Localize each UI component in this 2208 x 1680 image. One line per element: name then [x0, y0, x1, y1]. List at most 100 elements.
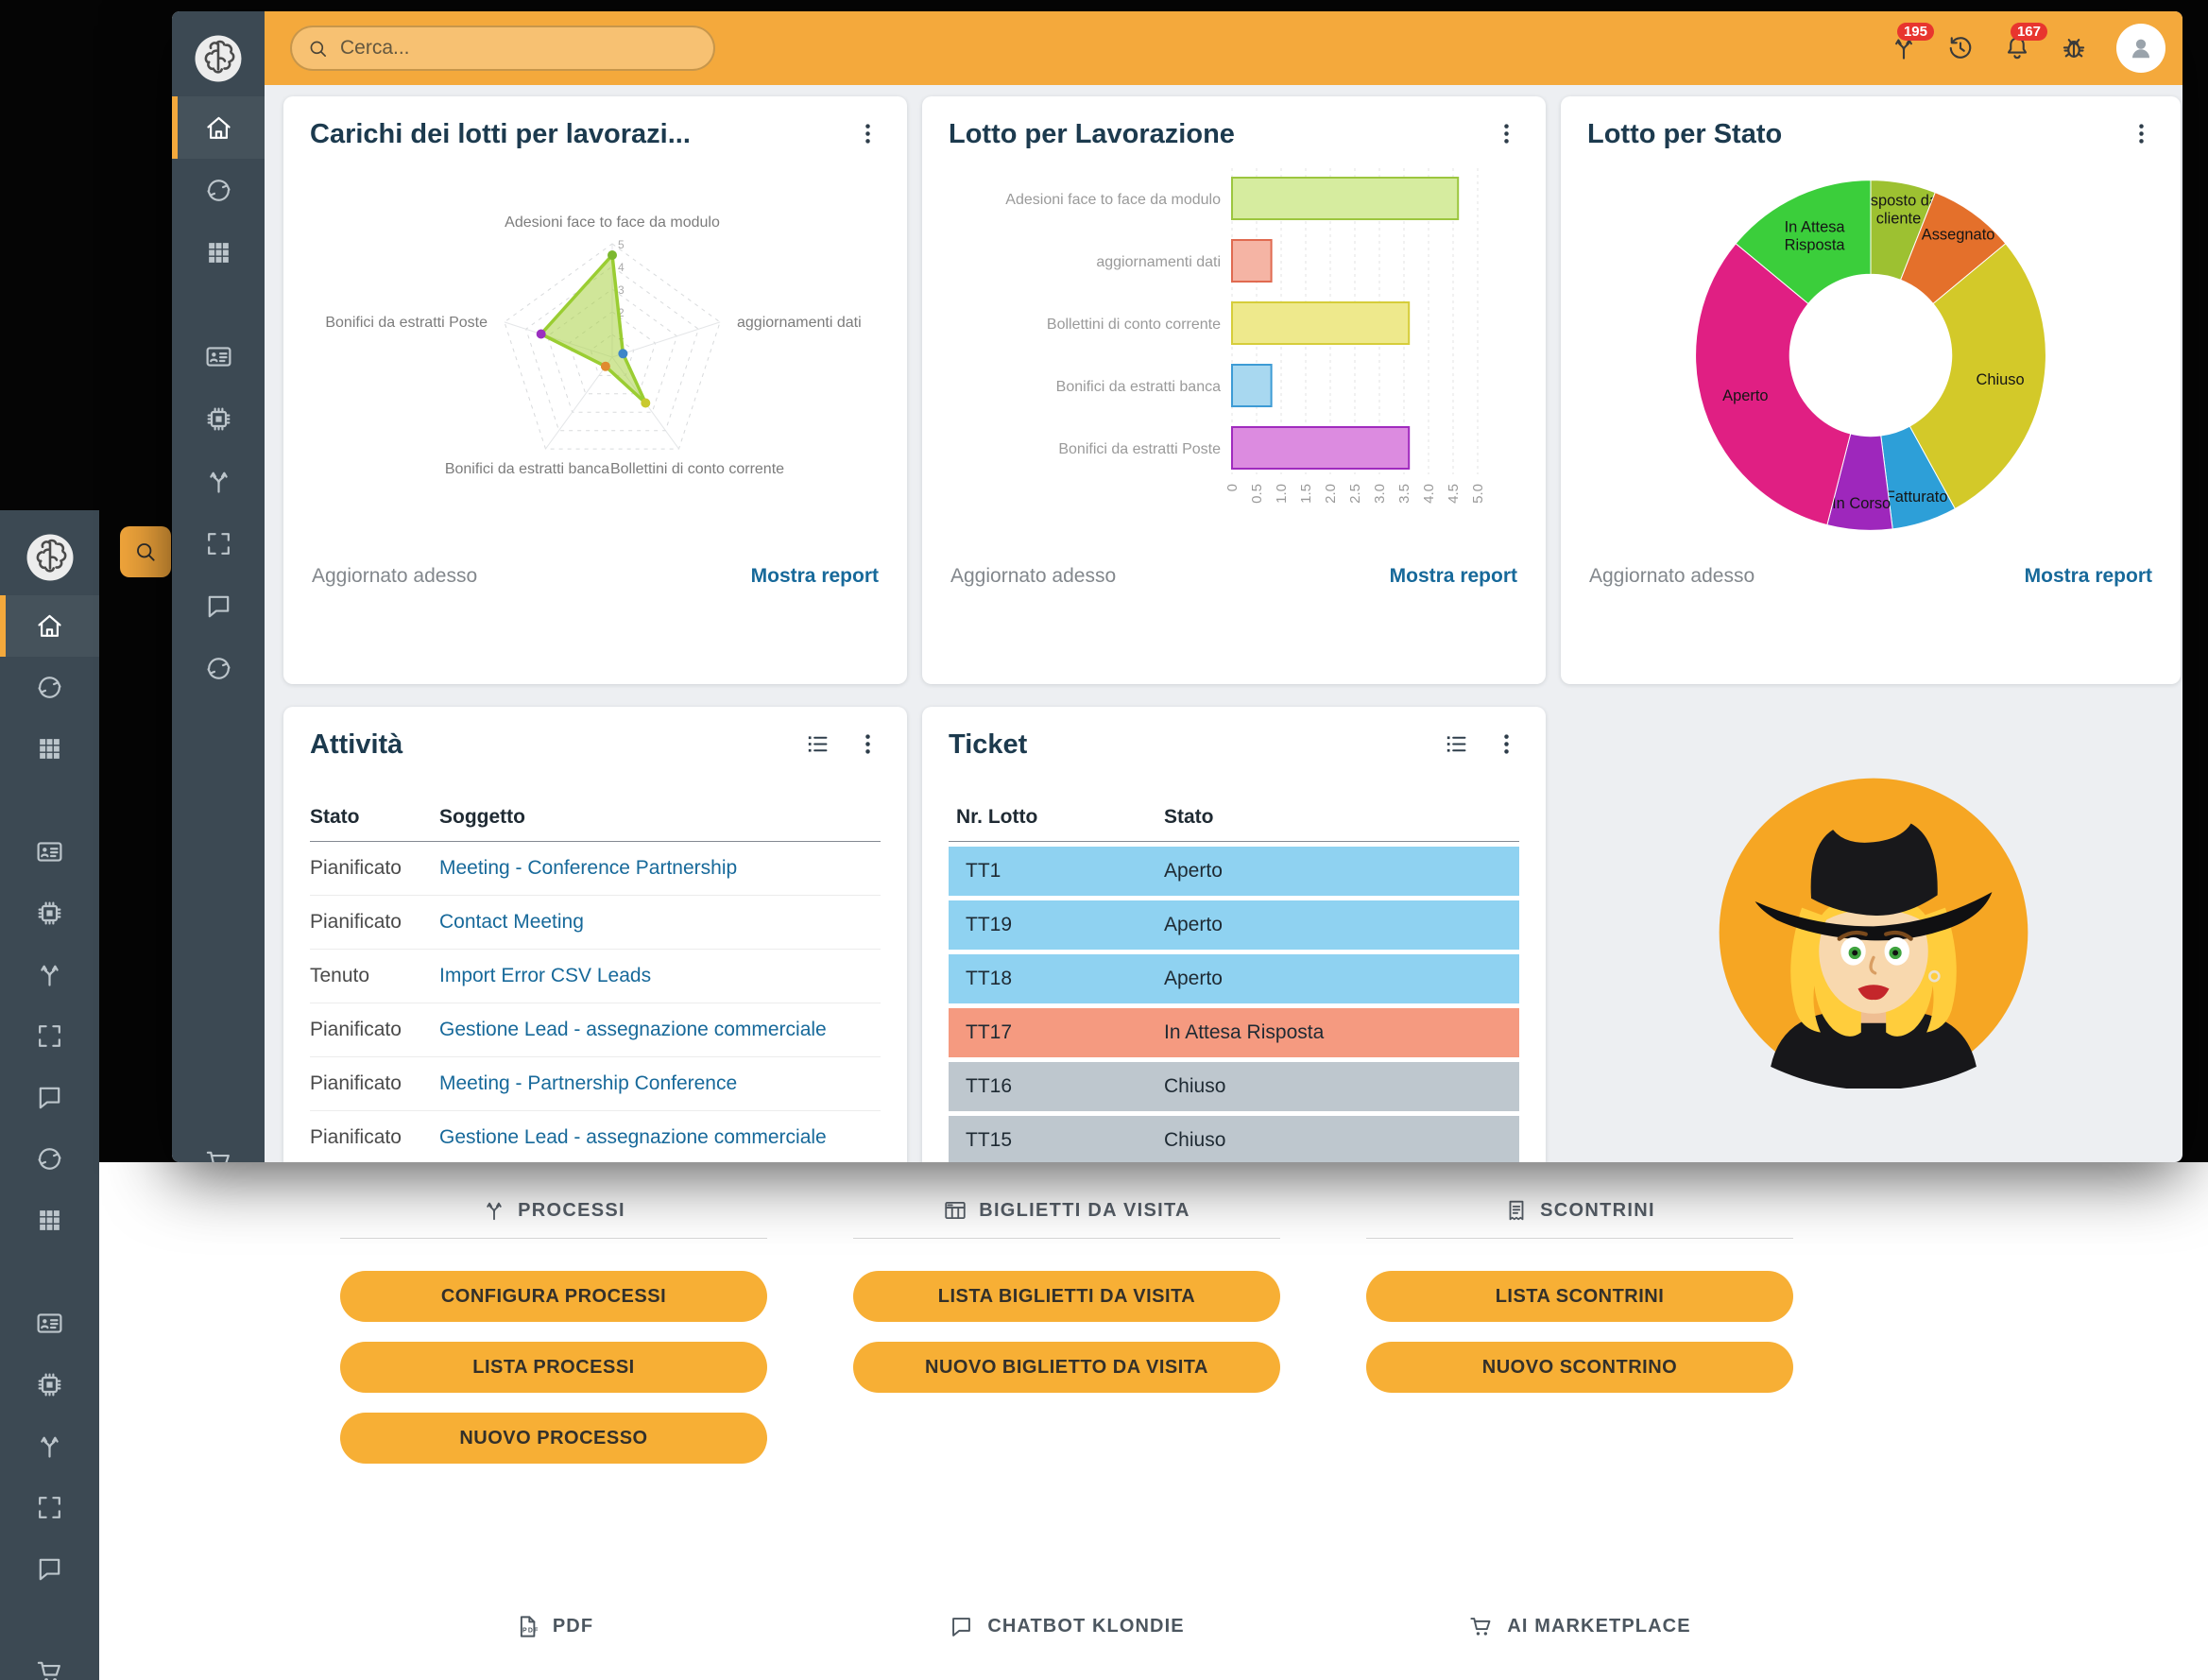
- table-row[interactable]: TT17 In Attesa Risposta: [949, 1008, 1519, 1057]
- search-box: [290, 26, 715, 71]
- activity-status: Pianificato: [310, 911, 402, 933]
- kebab-menu-icon[interactable]: [1494, 121, 1519, 146]
- activity-link[interactable]: Gestione Lead - assegnazione commerciale: [439, 1126, 827, 1148]
- table-row[interactable]: Pianificato Contact Meeting: [310, 896, 881, 950]
- footer-ai-marketplace[interactable]: AI MARKETPLACE: [1366, 1614, 1793, 1639]
- ticket-number: TT1: [966, 860, 1001, 882]
- sidebar-item-branch[interactable]: [0, 1415, 99, 1477]
- nuovo-biglietto-da-visita-button[interactable]: NUOVO BIGLIETTO DA VISITA: [853, 1342, 1280, 1393]
- svg-text:3.5: 3.5: [1396, 484, 1412, 504]
- lista-processi-button[interactable]: LISTA PROCESSI: [340, 1342, 767, 1393]
- svg-text:Bollettini di conto corrente: Bollettini di conto corrente: [1047, 317, 1221, 333]
- sidebar-item-sync[interactable]: [0, 657, 99, 718]
- sidebar-item-grid[interactable]: [0, 1190, 99, 1251]
- sidebar-item-grid[interactable]: [172, 221, 265, 283]
- section-biglietti-da-visita: BIGLIETTI DA VISITA LISTA BIGLIETTI DA V…: [853, 1198, 1280, 1413]
- sidebar-item-card[interactable]: [0, 821, 99, 883]
- card-title: Lotto per Lavorazione: [949, 119, 1235, 149]
- sidebar-item-branch[interactable]: [172, 450, 265, 512]
- sidebar-item-chat[interactable]: [0, 1538, 99, 1600]
- sidebar-item-sync[interactable]: [172, 637, 265, 699]
- ticket-status: Aperto: [1164, 914, 1223, 935]
- sidebar-item-home[interactable]: [0, 595, 99, 657]
- table-row[interactable]: Pianificato Gestione Lead - assegnazione…: [310, 1003, 881, 1057]
- process-icon[interactable]: 195: [1890, 23, 1934, 62]
- sidebar-item-card[interactable]: [172, 325, 265, 387]
- activity-status: Pianificato: [310, 857, 402, 879]
- ticket-status: Aperto: [1164, 968, 1223, 989]
- sidebar-item-cart[interactable]: [0, 1641, 99, 1680]
- table-row[interactable]: TT15 Chiuso: [949, 1116, 1519, 1162]
- sidebar-item-home[interactable]: [172, 96, 265, 159]
- list-view-icon[interactable]: [805, 731, 830, 757]
- section-header: SCONTRINI: [1366, 1198, 1793, 1239]
- ticket-status: Chiuso: [1164, 1129, 1226, 1151]
- card-title: Ticket: [949, 729, 1028, 760]
- sidebar-item-card[interactable]: [0, 1293, 99, 1354]
- configura-processi-button[interactable]: CONFIGURA PROCESSI: [340, 1271, 767, 1322]
- svg-text:4.0: 4.0: [1421, 484, 1437, 504]
- activity-link[interactable]: Meeting - Conference Partnership: [439, 857, 738, 879]
- search-input[interactable]: [338, 36, 713, 60]
- kebab-menu-icon[interactable]: [855, 121, 881, 146]
- activity-link[interactable]: Meeting - Partnership Conference: [439, 1072, 738, 1094]
- nuovo-processo-button[interactable]: NUOVO PROCESSO: [340, 1413, 767, 1464]
- mostra-report-link[interactable]: Mostra report: [1389, 565, 1517, 587]
- footer-chatbot-klondie[interactable]: CHATBOT KLONDIE: [853, 1614, 1280, 1639]
- svg-text:5.0: 5.0: [1470, 484, 1486, 504]
- mostra-report-link[interactable]: Mostra report: [750, 565, 879, 587]
- app-logo[interactable]: [192, 32, 245, 85]
- user-avatar[interactable]: [2116, 24, 2165, 73]
- activity-link[interactable]: Contact Meeting: [439, 911, 584, 933]
- sidebar-item-sync[interactable]: [0, 1128, 99, 1190]
- radar-chart: 12345Adesioni face to face da moduloaggi…: [310, 161, 881, 550]
- sidebar-item-cart[interactable]: [172, 1147, 265, 1162]
- history-icon[interactable]: [1946, 34, 1975, 62]
- sidebar-item-expand[interactable]: [0, 1477, 99, 1538]
- kebab-menu-icon[interactable]: [855, 731, 881, 757]
- svg-text:Fatturato: Fatturato: [1886, 489, 1948, 506]
- table-row[interactable]: TT19 Aperto: [949, 900, 1519, 950]
- sidebar-item-chat[interactable]: [0, 1067, 99, 1128]
- sidebar-item-branch[interactable]: [0, 944, 99, 1005]
- svg-text:Assegnato: Assegnato: [1922, 227, 1995, 244]
- activity-link[interactable]: Gestione Lead - assegnazione commerciale: [439, 1019, 827, 1040]
- sidebar-item-chip[interactable]: [0, 1354, 99, 1415]
- table-row[interactable]: Tenuto Import Error CSV Leads: [310, 950, 881, 1003]
- table-row[interactable]: TT16 Chiuso: [949, 1062, 1519, 1111]
- kebab-menu-icon[interactable]: [1494, 731, 1519, 757]
- chatbot-klondie-icon: [949, 1614, 974, 1639]
- bell-icon[interactable]: 167: [2003, 23, 2047, 62]
- activity-status: Pianificato: [310, 1072, 402, 1094]
- app-logo[interactable]: [24, 531, 77, 584]
- sidebar-item-chat[interactable]: [172, 574, 265, 637]
- list-view-icon[interactable]: [1444, 731, 1469, 757]
- sidebar-item-expand[interactable]: [172, 512, 265, 574]
- donut-chart: Risposto dal cliente Assegnato Chiuso Fattur…: [1587, 161, 2154, 550]
- svg-text:Bonifici da estratti Poste: Bonifici da estratti Poste: [325, 315, 488, 331]
- footer-pdf[interactable]: PDF PDF: [340, 1614, 767, 1639]
- lista-scontrini-button[interactable]: LISTA SCONTRINI: [1366, 1271, 1793, 1322]
- svg-text:Bonifici da estratti banca: Bonifici da estratti banca: [1056, 379, 1221, 395]
- activity-link[interactable]: Import Error CSV Leads: [439, 965, 652, 986]
- nuovo-scontrino-button[interactable]: NUOVO SCONTRINO: [1366, 1342, 1793, 1393]
- sidebar-item-sync[interactable]: [172, 159, 265, 221]
- table-row[interactable]: TT18 Aperto: [949, 954, 1519, 1003]
- sidebar-item-expand[interactable]: [0, 1005, 99, 1067]
- table-row[interactable]: Pianificato Gestione Lead - assegnazione…: [310, 1111, 881, 1162]
- lista-biglietti-da-visita-button[interactable]: LISTA BIGLIETTI DA VISITA: [853, 1271, 1280, 1322]
- ticket-status: In Attesa Risposta: [1164, 1021, 1325, 1043]
- table-row[interactable]: Pianificato Meeting - Partnership Confer…: [310, 1057, 881, 1111]
- sidebar-item-chip[interactable]: [0, 883, 99, 944]
- mostra-report-link[interactable]: Mostra report: [2024, 565, 2152, 587]
- bug-icon[interactable]: [2060, 34, 2088, 62]
- sidebar-item-chip[interactable]: [172, 387, 265, 450]
- search-button[interactable]: [120, 526, 171, 577]
- table-row[interactable]: Pianificato Meeting - Conference Partner…: [310, 842, 881, 896]
- kebab-menu-icon[interactable]: [2129, 121, 2154, 146]
- svg-text:PDF: PDF: [522, 1627, 539, 1634]
- ai-marketplace-icon: [1468, 1614, 1494, 1639]
- sidebar-item-grid[interactable]: [0, 718, 99, 780]
- table-row[interactable]: TT1 Aperto: [949, 847, 1519, 896]
